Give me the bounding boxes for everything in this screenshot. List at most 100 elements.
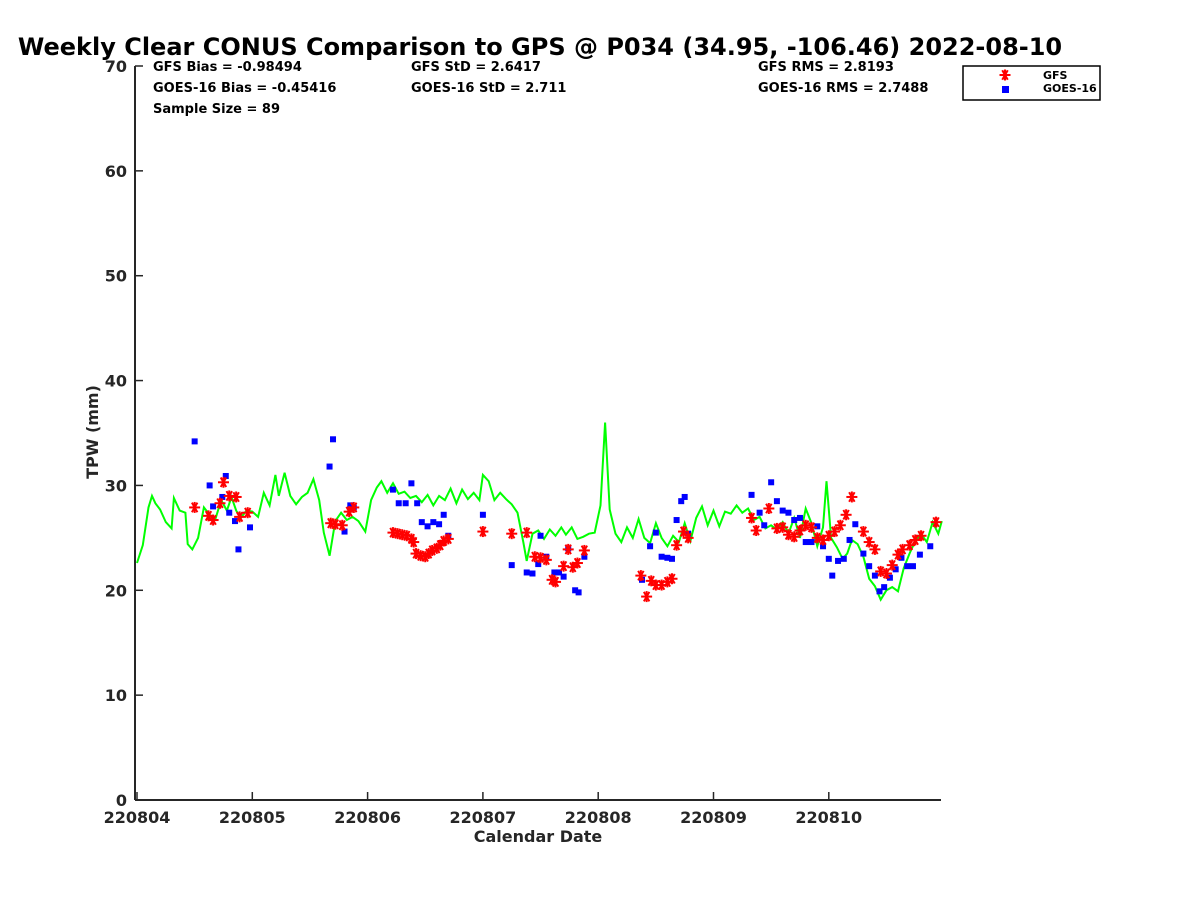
gfs-bias-stat: GFS Bias = -0.98494 xyxy=(153,60,302,75)
goes-point xyxy=(523,569,530,576)
goes-point xyxy=(235,546,242,553)
goes-point xyxy=(479,511,486,518)
x-axis-label: Calendar Date xyxy=(474,827,603,846)
gfs-point xyxy=(846,491,858,503)
gfs-point xyxy=(223,490,235,502)
goes-point xyxy=(876,588,883,595)
goes-point xyxy=(761,522,768,529)
gfs-point xyxy=(562,543,574,555)
goes-point xyxy=(829,572,836,579)
goes-point xyxy=(785,509,792,516)
gfs-point xyxy=(829,526,841,538)
gfs-point xyxy=(641,591,653,603)
gps-line-layer xyxy=(136,422,943,602)
goes-point xyxy=(852,521,859,528)
goes-point xyxy=(508,562,515,569)
axes: 0 10 20 30 40 50 60 70 220804 220805 220806 220807 2… xyxy=(104,57,941,827)
gfs-point xyxy=(666,573,678,585)
goes-point xyxy=(560,573,567,580)
goes-point xyxy=(424,523,431,530)
goes-point xyxy=(535,561,542,568)
goes-point xyxy=(330,436,337,443)
goes-point xyxy=(341,528,348,535)
gfs-point xyxy=(869,543,881,555)
goes-bias-stat: GOES-16 Bias = -0.45416 xyxy=(153,81,336,96)
legend-item: GOES-16 xyxy=(1002,82,1097,95)
gfs-point xyxy=(442,533,454,545)
gfs-point xyxy=(329,518,341,530)
x-tick-label: 220810 xyxy=(795,808,862,827)
goes-point xyxy=(652,529,659,536)
goes-point xyxy=(748,491,755,498)
gfs-point xyxy=(999,69,1011,81)
goes-point xyxy=(860,550,867,557)
gfs-point xyxy=(635,570,647,582)
goes-rms-stat: GOES-16 RMS = 2.7488 xyxy=(758,81,928,96)
gfs-point xyxy=(234,511,246,523)
goes-point xyxy=(658,553,665,560)
x-tick-label: 220808 xyxy=(565,808,632,827)
goes-point xyxy=(222,472,229,479)
gfs-point xyxy=(571,557,583,569)
gfs-point xyxy=(834,519,846,531)
goes-point xyxy=(927,543,934,550)
goes-point xyxy=(840,555,847,562)
legend-box xyxy=(962,65,1101,101)
sample-size-stat: Sample Size = 89 xyxy=(153,102,280,117)
goes-point xyxy=(664,554,671,561)
goes-point xyxy=(232,518,239,525)
goes-point xyxy=(537,532,544,539)
gfs-point xyxy=(904,539,916,551)
gfs-point xyxy=(863,536,875,548)
legend-item: GFS xyxy=(999,69,1068,82)
y-tick-label: 40 xyxy=(105,372,127,391)
goes-point xyxy=(210,503,217,510)
marker-layer xyxy=(189,436,942,603)
goes-point xyxy=(555,569,562,576)
goes-point xyxy=(773,498,780,505)
goes-point xyxy=(768,479,775,486)
chart-title: Weekly Clear CONUS Comparison to GPS @ P… xyxy=(18,33,1062,61)
y-tick-label: 70 xyxy=(105,57,127,76)
goes-point xyxy=(430,519,437,526)
gfs-point xyxy=(650,579,662,591)
gfs-point xyxy=(558,560,570,572)
gfs-point xyxy=(682,532,694,544)
goes-point xyxy=(668,555,675,562)
y-tick-label: 30 xyxy=(105,476,127,495)
gfs-point xyxy=(242,507,254,519)
x-tick-label: 220809 xyxy=(680,808,747,827)
goes-point xyxy=(673,517,680,524)
gfs-point xyxy=(477,526,489,538)
x-tick-label: 220807 xyxy=(450,808,517,827)
x-tick-label: 220805 xyxy=(219,808,286,827)
y-tick-label: 20 xyxy=(105,581,127,600)
gfs-point xyxy=(506,528,518,540)
gfs-point xyxy=(880,568,892,580)
gfs-point xyxy=(886,559,898,571)
goes-point xyxy=(436,521,443,528)
goes-point xyxy=(326,463,333,470)
goes-point xyxy=(904,563,911,570)
gfs-point xyxy=(806,521,818,533)
goes-point xyxy=(846,536,853,543)
gfs-point xyxy=(777,521,789,533)
gfs-point xyxy=(746,512,758,524)
gfs-point xyxy=(348,501,360,513)
goes-point xyxy=(820,543,827,550)
gps-line xyxy=(136,422,943,602)
goes-point xyxy=(551,569,558,576)
goes-point xyxy=(835,557,842,564)
goes-point xyxy=(678,498,685,505)
gfs-point xyxy=(408,536,420,548)
goes-point xyxy=(206,482,213,489)
goes-point xyxy=(796,514,803,521)
gfs-point xyxy=(915,530,927,542)
goes-point xyxy=(440,511,447,518)
gfs-point xyxy=(230,491,242,503)
gfs-rms-stat: GFS RMS = 2.8193 xyxy=(758,60,894,75)
goes-point xyxy=(347,502,354,509)
goes-point xyxy=(814,523,821,530)
goes-point xyxy=(898,554,905,561)
goes-point xyxy=(808,539,815,546)
